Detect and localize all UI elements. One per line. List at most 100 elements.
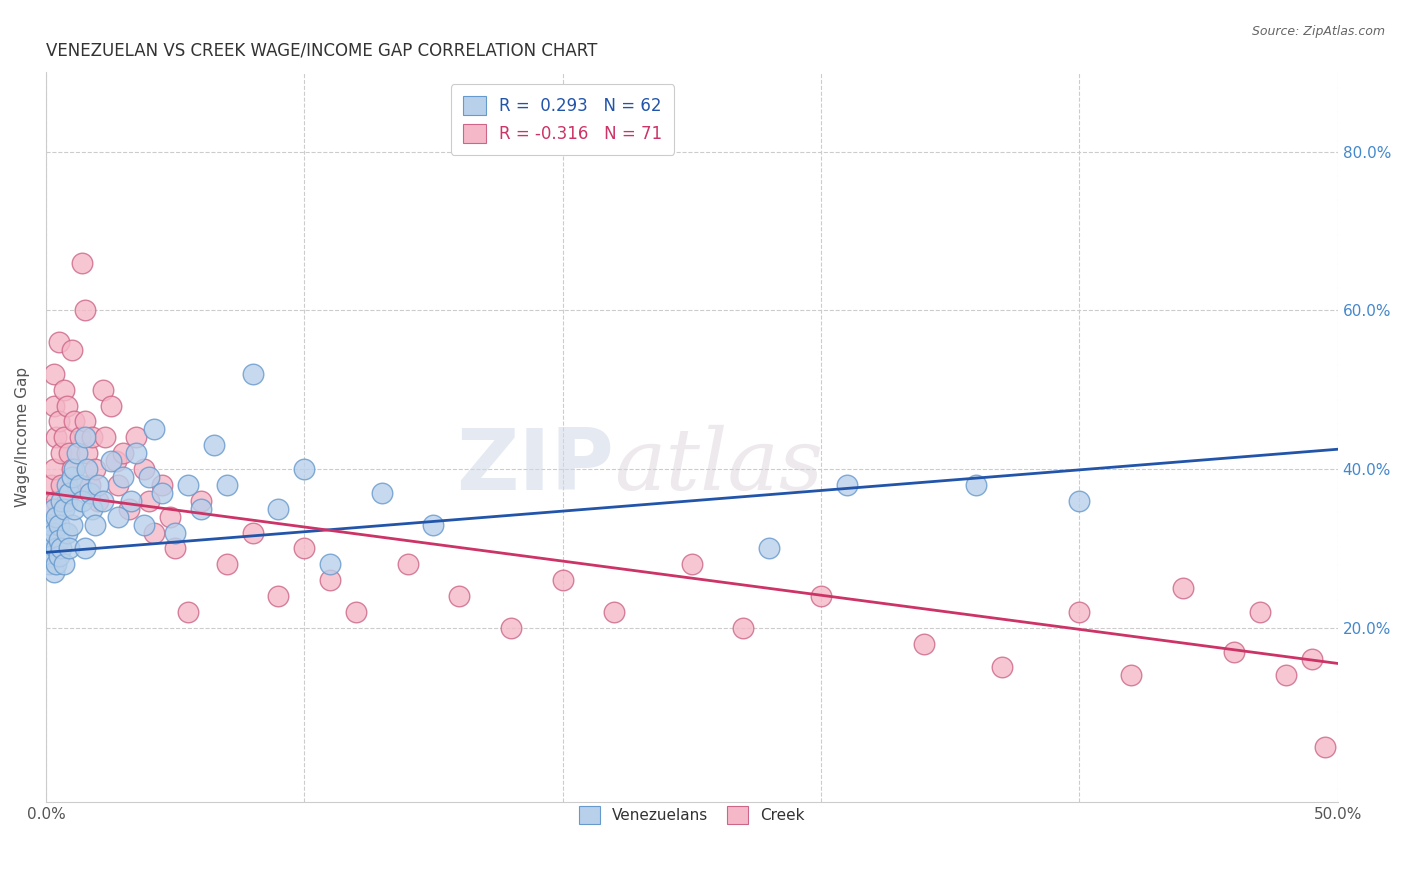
Point bbox=[143, 422, 166, 436]
Point bbox=[39, 525, 62, 540]
Point bbox=[1069, 493, 1091, 508]
Point bbox=[38, 541, 60, 556]
Point bbox=[76, 462, 98, 476]
Point bbox=[125, 446, 148, 460]
Point bbox=[1171, 581, 1194, 595]
Point bbox=[91, 493, 114, 508]
Point bbox=[55, 478, 77, 492]
Point bbox=[1249, 605, 1271, 619]
Point bbox=[82, 430, 104, 444]
Point bbox=[48, 533, 70, 548]
Point bbox=[190, 501, 212, 516]
Point bbox=[38, 541, 60, 556]
Point bbox=[912, 637, 935, 651]
Point bbox=[1275, 668, 1298, 682]
Point bbox=[39, 517, 62, 532]
Point bbox=[1313, 739, 1336, 754]
Point bbox=[125, 430, 148, 444]
Point bbox=[55, 493, 77, 508]
Point bbox=[79, 486, 101, 500]
Point bbox=[190, 493, 212, 508]
Point bbox=[84, 462, 107, 476]
Point bbox=[38, 525, 60, 540]
Point bbox=[60, 462, 83, 476]
Text: VENEZUELAN VS CREEK WAGE/INCOME GAP CORRELATION CHART: VENEZUELAN VS CREEK WAGE/INCOME GAP CORR… bbox=[46, 42, 598, 60]
Point bbox=[53, 430, 76, 444]
Point bbox=[63, 415, 86, 429]
Point bbox=[73, 303, 96, 318]
Point bbox=[107, 509, 129, 524]
Point bbox=[66, 446, 89, 460]
Point bbox=[112, 470, 135, 484]
Point bbox=[51, 541, 73, 556]
Point bbox=[94, 430, 117, 444]
Point bbox=[58, 446, 80, 460]
Point bbox=[42, 525, 65, 540]
Point bbox=[810, 589, 832, 603]
Point bbox=[48, 415, 70, 429]
Point bbox=[42, 367, 65, 381]
Point bbox=[681, 558, 703, 572]
Point bbox=[63, 501, 86, 516]
Point bbox=[292, 541, 315, 556]
Point bbox=[120, 493, 142, 508]
Point bbox=[215, 478, 238, 492]
Point bbox=[165, 525, 187, 540]
Point bbox=[51, 478, 73, 492]
Point bbox=[73, 430, 96, 444]
Point bbox=[58, 541, 80, 556]
Point bbox=[73, 541, 96, 556]
Point bbox=[45, 558, 67, 572]
Point bbox=[143, 525, 166, 540]
Point bbox=[215, 558, 238, 572]
Point bbox=[39, 533, 62, 548]
Point bbox=[202, 438, 225, 452]
Point bbox=[73, 415, 96, 429]
Point bbox=[150, 478, 173, 492]
Point bbox=[55, 525, 77, 540]
Point bbox=[60, 470, 83, 484]
Point bbox=[603, 605, 626, 619]
Point bbox=[53, 383, 76, 397]
Point bbox=[42, 565, 65, 579]
Point bbox=[84, 517, 107, 532]
Point bbox=[117, 501, 139, 516]
Text: Source: ZipAtlas.com: Source: ZipAtlas.com bbox=[1251, 25, 1385, 38]
Point bbox=[69, 430, 91, 444]
Point bbox=[991, 660, 1014, 674]
Point bbox=[58, 486, 80, 500]
Point bbox=[48, 335, 70, 350]
Point bbox=[267, 589, 290, 603]
Point bbox=[965, 478, 987, 492]
Point bbox=[63, 462, 86, 476]
Point bbox=[242, 367, 264, 381]
Point bbox=[45, 493, 67, 508]
Point bbox=[319, 558, 342, 572]
Point bbox=[86, 478, 108, 492]
Point bbox=[60, 517, 83, 532]
Point bbox=[159, 509, 181, 524]
Point bbox=[38, 558, 60, 572]
Point bbox=[319, 573, 342, 587]
Point bbox=[51, 446, 73, 460]
Point bbox=[42, 462, 65, 476]
Point bbox=[66, 478, 89, 492]
Point bbox=[1069, 605, 1091, 619]
Point bbox=[242, 525, 264, 540]
Point bbox=[134, 517, 156, 532]
Point bbox=[165, 541, 187, 556]
Point bbox=[150, 486, 173, 500]
Point bbox=[70, 493, 93, 508]
Point bbox=[60, 343, 83, 357]
Point bbox=[79, 478, 101, 492]
Point bbox=[107, 478, 129, 492]
Point bbox=[69, 478, 91, 492]
Point bbox=[371, 486, 394, 500]
Point bbox=[42, 399, 65, 413]
Point bbox=[45, 509, 67, 524]
Point bbox=[45, 541, 67, 556]
Point bbox=[53, 558, 76, 572]
Point bbox=[100, 399, 122, 413]
Text: atlas: atlas bbox=[614, 425, 824, 508]
Point bbox=[1301, 652, 1323, 666]
